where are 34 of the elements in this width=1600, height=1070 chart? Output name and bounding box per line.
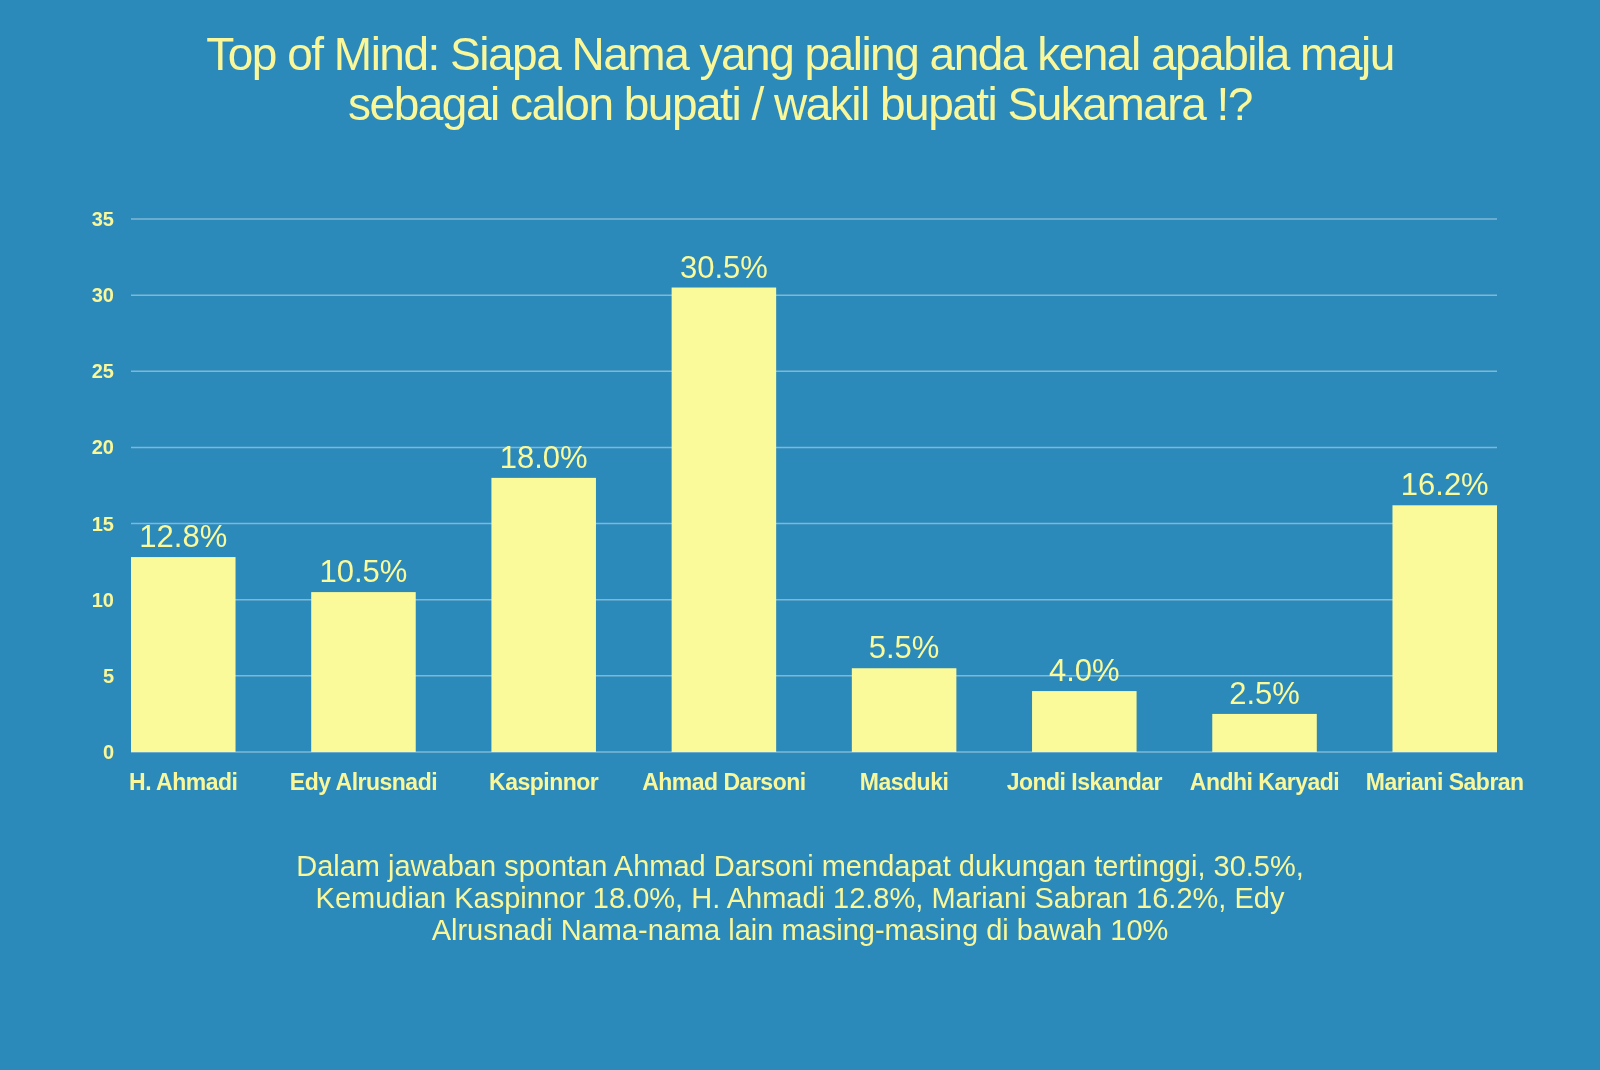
y-tick-label: 10 — [91, 588, 114, 611]
bar — [671, 287, 777, 752]
bar — [1392, 505, 1497, 752]
text: Dalam jawaban spontan Ahmad Darsoni mendapat dukungan tertinggi, 30.5%, Kemudian Kaspinnor 18.0%, H. Ahmadi 12.8%, Mariani Sabran 16.2%, Edy Alrusnadi Nama-nama lain masing-masing di bawah 10% — [296, 850, 1304, 946]
data-label: 30.5% — [679, 249, 768, 285]
y-tick-label: 25 — [91, 360, 114, 383]
chart-title: Top of Mind: Siapa Nama yang paling anda kenal apabila maju sebagai calon bupati / wakil bupati Sukamara !? — [206, 28, 1394, 130]
x-tick-label: Mariani Sabran — [1365, 769, 1524, 795]
data-label: 2.5% — [1229, 675, 1300, 711]
data-label: 5.5% — [868, 630, 940, 666]
data-label: 12.8% — [139, 519, 228, 555]
data-label: 4.0% — [1048, 653, 1120, 689]
x-tick-label: Ahmad Darsoni — [642, 769, 806, 795]
data-label: 16.2% — [1400, 467, 1489, 503]
x-tick-label: Masduki — [859, 769, 949, 795]
x-tick-label: H. Ahmadi — [129, 769, 238, 795]
x-tick-label: Kaspinnor — [489, 769, 599, 795]
y-tick-label: 30 — [91, 284, 114, 307]
bar — [131, 557, 236, 752]
bar — [491, 477, 596, 752]
y-tick-label: 20 — [91, 436, 114, 459]
y-tick-label: 0 — [102, 741, 114, 763]
bar — [1032, 691, 1137, 752]
data-label: 18.0% — [499, 439, 588, 475]
bar — [1212, 713, 1317, 752]
x-tick-label: Jondi Iskandar — [1006, 769, 1163, 795]
y-tick-label: 15 — [91, 512, 114, 535]
y-tick-label: 5 — [102, 664, 114, 687]
bar — [311, 592, 416, 752]
data-label: 10.5% — [319, 554, 408, 590]
bar — [851, 668, 957, 752]
y-tick-label: 35 — [91, 208, 114, 230]
x-tick-label: Andhi Karyadi — [1189, 769, 1340, 795]
x-tick-label: Edy Alrusnadi — [289, 769, 438, 795]
